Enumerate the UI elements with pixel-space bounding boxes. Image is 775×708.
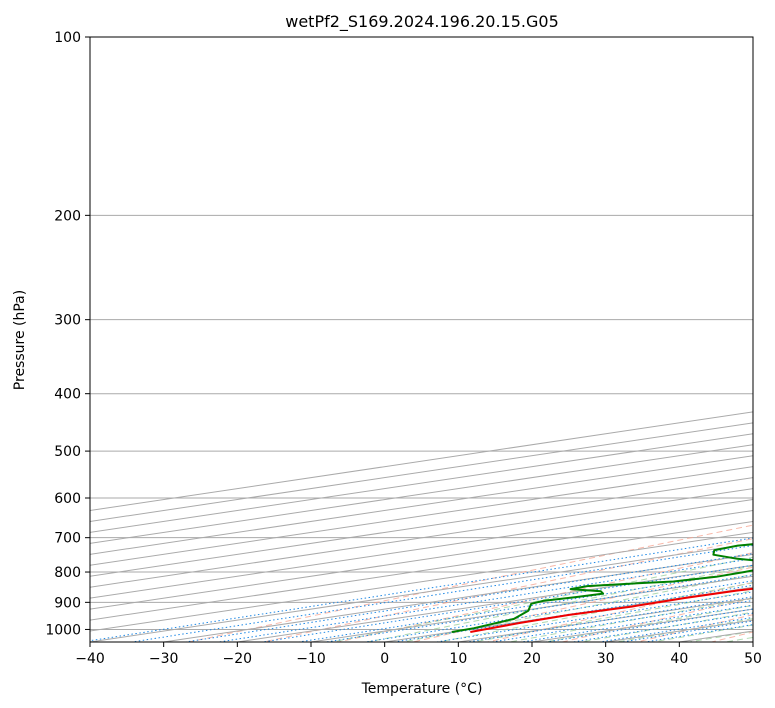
dry-adiabat <box>711 631 753 642</box>
mixing-ratio-line <box>185 553 753 642</box>
dry-adiabat <box>338 552 753 642</box>
mixing-ratio-line <box>299 570 753 642</box>
y-tick-label: 100 <box>54 30 81 46</box>
y-tick-label: 600 <box>54 491 81 507</box>
x-tick-label: 0 <box>380 651 389 667</box>
x-tick-label: 40 <box>670 651 688 667</box>
x-tick-label: −20 <box>223 651 253 667</box>
temperature-profile <box>470 587 753 633</box>
isotherm <box>90 477 753 577</box>
isotherm <box>458 597 753 642</box>
moist-adiabat <box>544 604 753 642</box>
y-tick-label: 200 <box>54 208 81 224</box>
x-tick-label: 30 <box>597 651 615 667</box>
x-tick-label: 20 <box>523 651 541 667</box>
isotherm <box>531 608 753 642</box>
mixing-ratio-line <box>131 545 753 642</box>
y-tick-label: 800 <box>54 565 81 581</box>
isotherm <box>90 466 753 566</box>
background-lines <box>90 411 753 642</box>
isotherm <box>90 488 753 588</box>
dry-adiabat <box>487 581 753 642</box>
dry-adiabat <box>562 597 753 642</box>
dry-adiabat <box>412 566 753 642</box>
isotherm <box>90 542 753 642</box>
moist-adiabat <box>616 618 753 642</box>
x-tick-label: 10 <box>449 651 467 667</box>
moist-adiabat <box>438 582 753 642</box>
y-tick-label: 700 <box>54 531 81 547</box>
isotherm <box>237 564 753 642</box>
moist-adiabat <box>509 597 753 642</box>
mixing-ratio-line <box>90 537 753 642</box>
y-tick-label: 300 <box>54 313 81 329</box>
x-tick-label: −30 <box>149 651 179 667</box>
pressure-gridlines <box>90 36 753 630</box>
moist-adiabat <box>580 611 753 642</box>
y-tick-label: 1000 <box>45 622 81 638</box>
dry-adiabat <box>636 614 753 642</box>
isotherm <box>90 509 753 610</box>
isotherm <box>90 499 753 599</box>
y-tick-label: 500 <box>54 444 81 460</box>
isotherm <box>90 422 753 522</box>
isotherm <box>752 641 753 642</box>
moist-adiabat <box>367 565 753 642</box>
dry-adiabat <box>188 524 753 642</box>
x-tick-label: 50 <box>744 651 762 667</box>
y-tick-label: 900 <box>54 595 81 611</box>
isotherm <box>679 630 753 642</box>
isotherm <box>310 575 753 642</box>
y-tick-label: 400 <box>54 387 81 403</box>
plot-frame <box>89 36 754 643</box>
profiles <box>451 543 753 633</box>
isotherm <box>90 455 753 555</box>
isotherm <box>90 531 753 632</box>
chart-title: wetPf2_S169.2024.196.20.15.G05 <box>285 12 559 32</box>
x-tick-label: −40 <box>75 651 105 667</box>
moist-adiabat <box>403 573 753 642</box>
isotherm <box>90 411 753 512</box>
isotherm <box>90 433 753 533</box>
y-axis-label: Pressure (hPa) <box>12 290 28 390</box>
isotherm <box>90 520 753 621</box>
mixing-ratio-line <box>218 558 753 642</box>
moist-adiabat <box>725 636 753 642</box>
y-axis: 100 200 300 400 500 600 700 800 900 1000 <box>45 30 90 638</box>
dewpoint-profile <box>451 543 753 633</box>
isotherm <box>90 444 753 544</box>
x-axis-label: Temperature (°C) <box>361 681 483 697</box>
x-axis: −40 −30 −20 −10 0 10 20 30 40 50 <box>75 642 762 667</box>
x-tick-label: −10 <box>296 651 326 667</box>
